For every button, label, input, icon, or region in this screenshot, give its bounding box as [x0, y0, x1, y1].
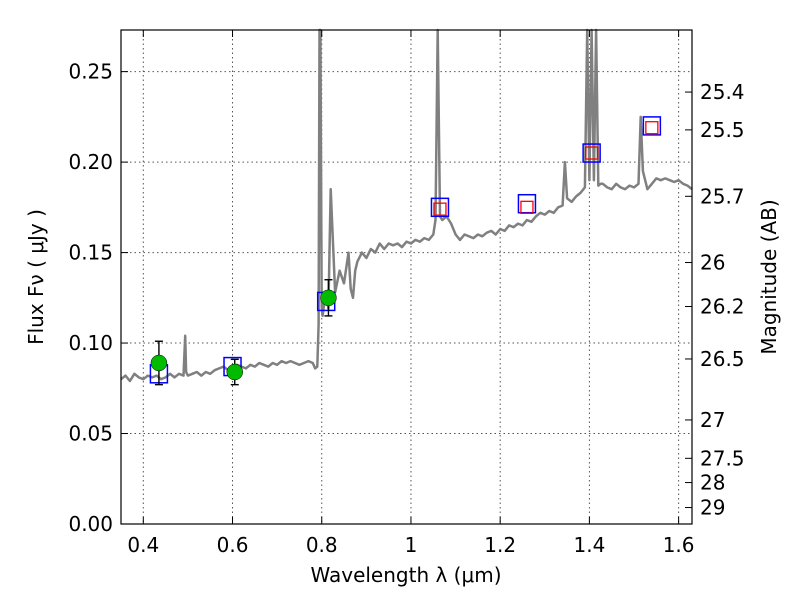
magnitude-tick-label: 27: [700, 408, 725, 432]
x-tick-label: 0.8: [306, 533, 338, 557]
magnitude-tick-label: 25.4: [700, 80, 745, 104]
magnitude-tick-label: 26.2: [700, 294, 745, 318]
y-tick-label: 0.10: [68, 331, 113, 355]
photometry-box: [582, 143, 601, 163]
marker-layer: [149, 116, 662, 386]
y-tick-label: 0.15: [68, 241, 113, 265]
grid-layer: [121, 30, 692, 525]
magnitude-tick-label: 28: [700, 471, 725, 495]
model-flux-box: [433, 202, 447, 216]
magnitude-tick-label: 25.7: [700, 184, 745, 208]
model-flux-box: [584, 146, 599, 160]
observed-flux-point: [150, 354, 168, 372]
y-tick-label: 0.05: [68, 422, 113, 446]
y-tick-label: 0.00: [68, 512, 113, 536]
model-flux-box: [520, 200, 534, 214]
y-tick-label: 0.20: [68, 150, 113, 174]
magnitude-tick-label: 26.5: [700, 347, 745, 371]
magnitude-tick-label: 25.5: [700, 118, 745, 142]
x-tick-label: 1.2: [484, 533, 516, 557]
x-tick-label: 1.4: [573, 533, 605, 557]
right-axis-title: Magnitude (AB): [757, 199, 781, 354]
magnitude-tick-label: 26: [700, 251, 725, 275]
y-axis-title: Flux Fν ( μJy ): [24, 209, 48, 345]
model-flux-box: [645, 121, 659, 135]
spectrum-layer: [120, 28, 693, 383]
y-tick-label: 0.25: [68, 60, 113, 84]
tick-layer: 0.4 0.6 0.8 1 1.2 1.4 1.6 0.00 0.05 0.10 0.15 0.20 0…: [68, 30, 745, 557]
x-tick-label: 1.6: [663, 533, 695, 557]
x-tick-label: 0.6: [217, 533, 249, 557]
x-tick-label: 0.4: [127, 533, 159, 557]
photometry-box: [642, 116, 662, 136]
observed-flux-point: [226, 363, 244, 381]
spectrum-line: [120, 28, 693, 383]
magnitude-tick-label: 29: [700, 496, 725, 520]
observed-flux-point: [320, 289, 337, 307]
x-tick-label: 1: [405, 533, 418, 557]
photometry-box: [430, 197, 450, 218]
plot-frame: [120, 29, 693, 525]
x-axis-title: Wavelength λ (μm): [310, 563, 501, 587]
magnitude-tick-label: 27.5: [700, 446, 745, 470]
